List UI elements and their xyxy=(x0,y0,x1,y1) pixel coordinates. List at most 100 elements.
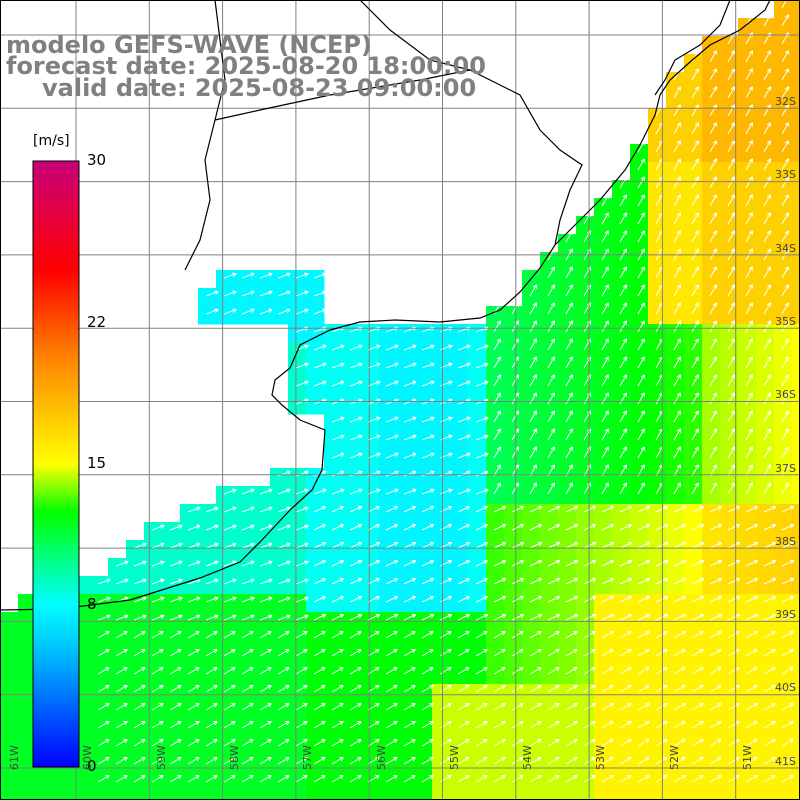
wind-arrow xyxy=(223,649,236,657)
wind-cell xyxy=(738,396,757,415)
wind-arrow xyxy=(97,614,111,621)
wind-cell xyxy=(684,72,703,91)
wind-cell xyxy=(288,684,307,703)
wind-arrow xyxy=(259,560,273,567)
wind-cell xyxy=(774,18,793,37)
wind-cell xyxy=(540,630,559,649)
wind-arrow xyxy=(673,721,686,729)
wind-cell xyxy=(324,720,343,739)
wind-cell xyxy=(288,540,307,559)
wind-cell xyxy=(0,684,19,703)
wind-cell xyxy=(612,576,631,595)
wind-cell xyxy=(234,594,253,613)
wind-cell xyxy=(198,756,217,775)
wind-arrow xyxy=(727,338,735,351)
wind-cell xyxy=(702,468,721,487)
wind-cell xyxy=(612,180,631,199)
wind-arrow xyxy=(223,757,236,765)
wind-arrow xyxy=(619,482,627,495)
wind-cell xyxy=(414,396,433,415)
wind-arrow xyxy=(691,482,699,495)
wind-arrow xyxy=(151,739,164,747)
wind-arrow xyxy=(673,266,681,279)
wind-arrow xyxy=(331,685,344,693)
wind-arrow xyxy=(673,703,686,711)
wind-arrow xyxy=(205,614,219,621)
wind-cell xyxy=(702,72,721,91)
wind-arrow xyxy=(619,523,633,531)
wind-arrow xyxy=(637,158,645,171)
wind-cell xyxy=(342,342,361,361)
wind-cell xyxy=(792,144,800,163)
wind-cell xyxy=(648,234,667,253)
wind-cell xyxy=(270,486,289,505)
wind-arrow xyxy=(781,685,794,693)
wind-arrow xyxy=(673,577,687,585)
wind-cell xyxy=(414,414,433,433)
wind-cell xyxy=(396,378,415,397)
wind-arrow xyxy=(511,541,525,549)
wind-cell xyxy=(180,702,199,721)
wind-arrow xyxy=(457,577,471,585)
wind-arrow xyxy=(475,488,489,495)
wind-cell xyxy=(378,342,397,361)
wind-arrow xyxy=(187,703,200,711)
wind-cell xyxy=(738,108,757,127)
wind-cell xyxy=(432,414,451,433)
wind-cell xyxy=(198,702,217,721)
wind-cell xyxy=(450,720,469,739)
colorbar-tick-label: 22 xyxy=(87,312,107,331)
wind-cell xyxy=(522,720,541,739)
wind-cell xyxy=(576,666,595,685)
wind-cell xyxy=(216,522,235,541)
wind-cell xyxy=(540,720,559,739)
wind-cell xyxy=(720,252,739,271)
wind-cell xyxy=(342,576,361,595)
wind-cell xyxy=(414,702,433,721)
wind-arrow xyxy=(727,194,735,207)
wind-arrow xyxy=(565,266,573,279)
wind-arrow xyxy=(205,667,218,675)
wind-arrow xyxy=(205,308,219,315)
wind-cell xyxy=(630,432,649,451)
wind-arrow xyxy=(475,505,489,513)
wind-arrow xyxy=(691,577,705,585)
wind-cell xyxy=(324,738,343,757)
wind-arrow xyxy=(511,595,525,603)
wind-cell xyxy=(792,486,800,505)
wind-cell xyxy=(522,702,541,721)
wind-cell xyxy=(612,378,631,397)
wind-cell xyxy=(450,450,469,469)
wind-arrow xyxy=(457,362,471,369)
wind-arrow xyxy=(583,505,597,513)
wind-arrow xyxy=(97,667,110,675)
wind-arrow xyxy=(673,284,681,297)
latitude-label: 41S xyxy=(775,754,796,768)
wind-arrow xyxy=(529,541,543,549)
wind-cell xyxy=(774,360,793,379)
colorbar-tick-label: 30 xyxy=(87,151,107,169)
wind-cell xyxy=(306,666,325,685)
wind-arrow xyxy=(313,721,326,729)
wind-arrow xyxy=(457,631,470,639)
wind-cell xyxy=(756,486,775,505)
wind-arrow xyxy=(691,302,699,315)
wind-cell xyxy=(432,702,451,721)
wind-arrow xyxy=(475,559,489,567)
wind-cell xyxy=(396,684,415,703)
wind-arrow xyxy=(349,595,363,603)
wind-arrow xyxy=(97,631,110,639)
wind-arrow xyxy=(781,721,794,729)
wind-cell xyxy=(144,648,163,667)
wind-cell xyxy=(774,774,793,793)
wind-cell xyxy=(720,162,739,181)
wind-arrow xyxy=(313,308,327,315)
wind-cell xyxy=(558,288,577,307)
wind-cell xyxy=(324,324,343,343)
wind-arrow xyxy=(529,703,542,711)
wind-cell xyxy=(414,594,433,613)
wind-arrow xyxy=(745,374,753,387)
wind-arrow xyxy=(277,524,291,531)
wind-cell xyxy=(270,558,289,577)
wind-arrow xyxy=(511,523,525,531)
